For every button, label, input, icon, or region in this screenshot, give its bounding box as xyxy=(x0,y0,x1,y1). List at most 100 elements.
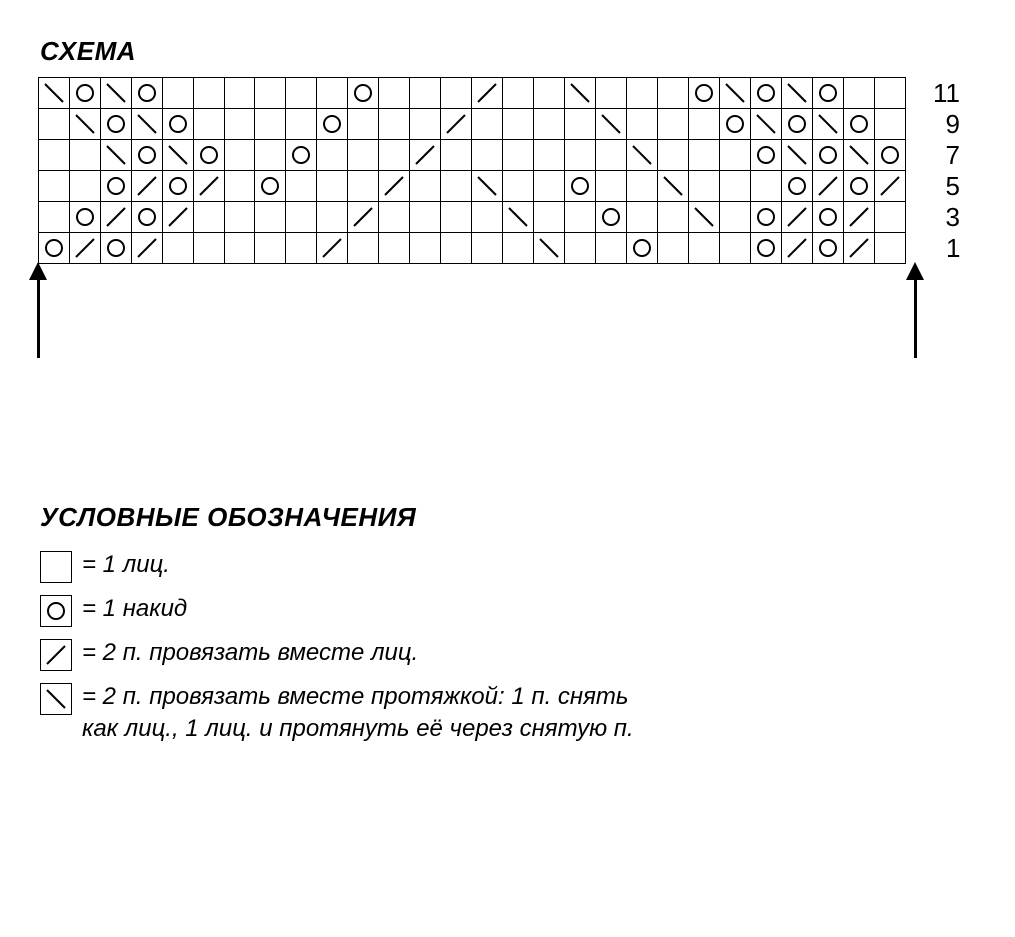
chart-cell xyxy=(194,140,225,171)
chart-cell xyxy=(689,78,720,109)
chart-cell xyxy=(503,171,534,202)
chart-cell xyxy=(194,109,225,140)
chart-cell xyxy=(379,233,410,264)
chart-cell xyxy=(255,109,286,140)
chart-cell xyxy=(813,140,844,171)
chart-cell xyxy=(132,233,163,264)
chart-row: 5 xyxy=(39,171,961,202)
knitting-chart: 1197531 xyxy=(38,77,961,264)
chart-cell xyxy=(596,78,627,109)
chart-cell xyxy=(410,233,441,264)
legend-rows: = 1 лиц. = 1 накид = 2 п. провязать вместе… xyxy=(40,549,977,746)
chart-cell xyxy=(163,233,194,264)
chart-cell xyxy=(132,109,163,140)
chart-cell xyxy=(317,202,348,233)
legend-row: = 2 п. провязать вместе лиц. xyxy=(40,637,977,671)
chart-cell xyxy=(813,109,844,140)
legend-row: = 1 накид xyxy=(40,593,977,627)
chart-cell xyxy=(70,171,101,202)
chart-cell xyxy=(751,202,782,233)
legend-text: = 1 лиц. xyxy=(82,549,170,581)
chart-cell xyxy=(132,140,163,171)
chart-cell xyxy=(410,140,441,171)
chart-row: 3 xyxy=(39,202,961,233)
chart-cell xyxy=(441,140,472,171)
chart-cell xyxy=(689,171,720,202)
chart-cell xyxy=(844,109,875,140)
chart-cell xyxy=(286,78,317,109)
chart-cell xyxy=(163,171,194,202)
chart-cell xyxy=(317,140,348,171)
row-label: 3 xyxy=(906,202,961,233)
chart-cell xyxy=(875,171,906,202)
chart-row: 9 xyxy=(39,109,961,140)
chart-cell xyxy=(720,202,751,233)
chart-row: 1 xyxy=(39,233,961,264)
chart-cell xyxy=(658,109,689,140)
chart-cell xyxy=(101,202,132,233)
chart-cell xyxy=(348,78,379,109)
chart-cell xyxy=(627,233,658,264)
chart-cell xyxy=(472,109,503,140)
chart-cell xyxy=(472,233,503,264)
chart-cell xyxy=(194,233,225,264)
chart-cell xyxy=(565,78,596,109)
chart-cell xyxy=(225,140,255,171)
chart-cell xyxy=(627,109,658,140)
chart-cell xyxy=(782,140,813,171)
chart-cell xyxy=(225,78,255,109)
chart-cell xyxy=(255,233,286,264)
arrow-left-icon xyxy=(29,262,47,358)
chart-cell xyxy=(255,140,286,171)
chart-row: 7 xyxy=(39,140,961,171)
chart-cell xyxy=(70,233,101,264)
chart-cell xyxy=(132,202,163,233)
chart-cell xyxy=(565,233,596,264)
chart-cell xyxy=(565,202,596,233)
chart-cell xyxy=(782,202,813,233)
chart-cell xyxy=(132,171,163,202)
chart-cell xyxy=(410,171,441,202)
chart-cell xyxy=(317,171,348,202)
chart-cell xyxy=(39,171,70,202)
chart-cell xyxy=(720,78,751,109)
chart-cell xyxy=(39,109,70,140)
chart-cell xyxy=(225,233,255,264)
chart-cell xyxy=(720,233,751,264)
repeat-arrows xyxy=(38,262,961,352)
row-label: 11 xyxy=(906,78,961,109)
chart-cell xyxy=(163,78,194,109)
chart-cell xyxy=(194,78,225,109)
chart-cell xyxy=(596,140,627,171)
chart-cell xyxy=(689,202,720,233)
chart-cell xyxy=(658,140,689,171)
chart-cell xyxy=(163,202,194,233)
chart-cell xyxy=(658,233,689,264)
chart-cell xyxy=(348,109,379,140)
chart-cell xyxy=(410,78,441,109)
chart-cell xyxy=(286,171,317,202)
chart-row: 11 xyxy=(39,78,961,109)
chart-cell xyxy=(379,78,410,109)
chart-cell xyxy=(225,202,255,233)
chart-cell xyxy=(317,78,348,109)
chart-cell xyxy=(627,140,658,171)
chart-cell xyxy=(875,109,906,140)
chart-cell xyxy=(503,233,534,264)
legend-text: = 2 п. провязать вместе лиц. xyxy=(82,637,418,669)
chart-cell xyxy=(627,78,658,109)
chart-cell xyxy=(410,109,441,140)
chart-cell xyxy=(410,202,441,233)
chart-cell xyxy=(875,202,906,233)
legend-text: = 1 накид xyxy=(82,593,187,625)
chart-cell xyxy=(286,202,317,233)
chart-cell xyxy=(689,233,720,264)
chart-cell xyxy=(39,233,70,264)
chart-cell xyxy=(286,233,317,264)
chart-cell xyxy=(844,233,875,264)
chart-cell xyxy=(503,109,534,140)
chart-cell xyxy=(658,78,689,109)
chart-cell xyxy=(225,171,255,202)
chart-cell xyxy=(844,202,875,233)
legend-text: = 2 п. провязать вместе протяжкой: 1 п. … xyxy=(82,681,642,746)
